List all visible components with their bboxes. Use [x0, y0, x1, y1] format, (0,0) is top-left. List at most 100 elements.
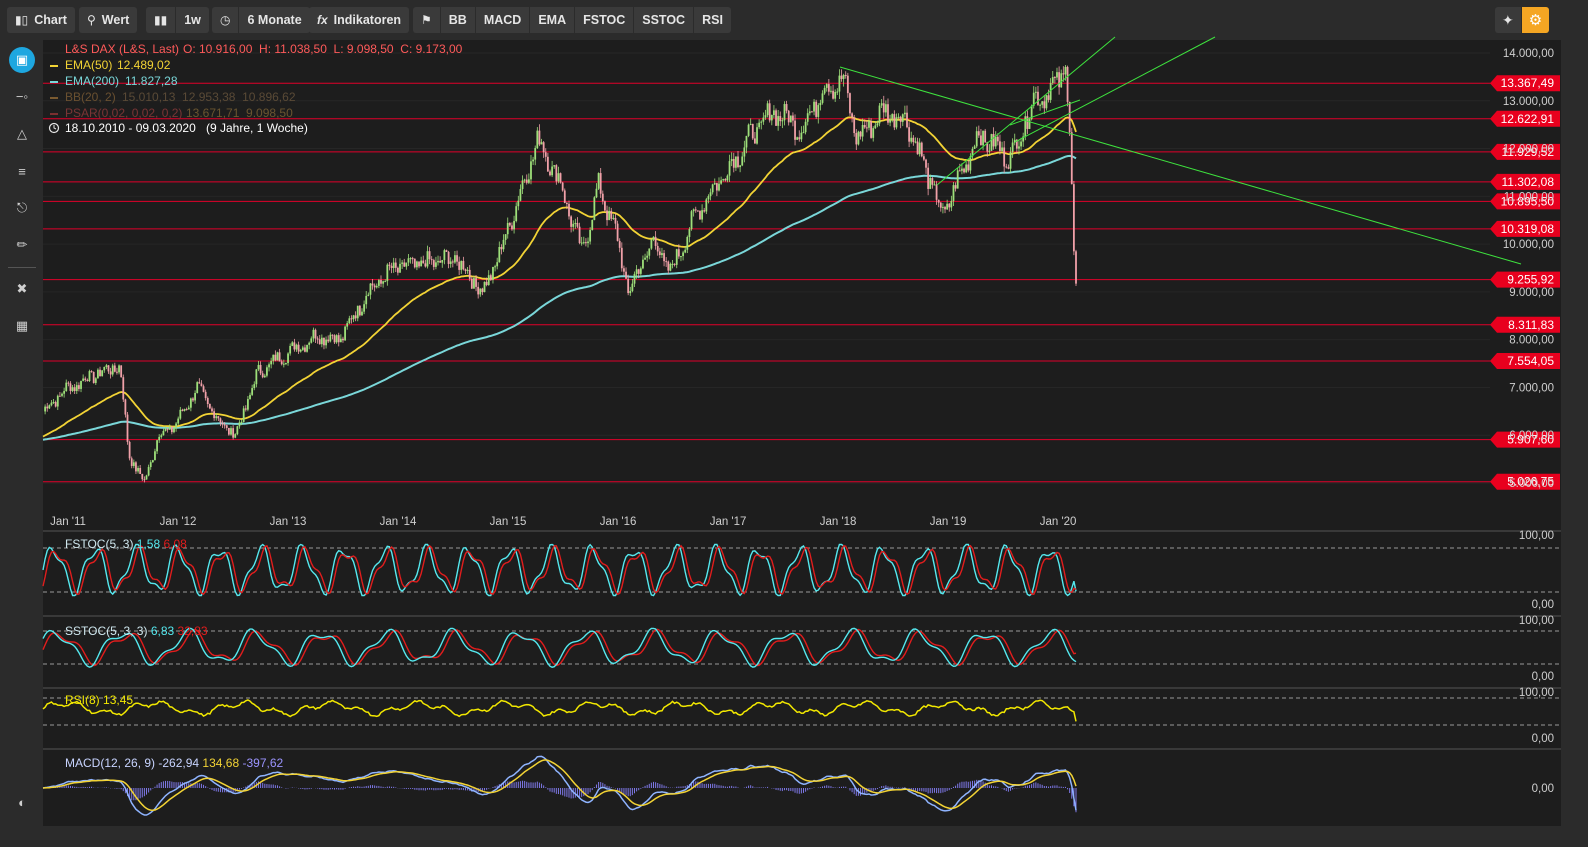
candle-body	[52, 402, 55, 404]
candle-body	[525, 179, 528, 183]
range-clock-button[interactable]: ◷	[212, 7, 238, 33]
candle-body	[819, 102, 822, 106]
draw-tool-icon[interactable]: ✏	[16, 237, 28, 252]
bb-swatch	[50, 97, 58, 99]
candle-body	[616, 223, 619, 241]
price-tick-label: 13.000,00	[1503, 96, 1554, 108]
candle-body	[532, 159, 534, 162]
candle-body	[124, 399, 127, 415]
candle-body	[333, 335, 336, 343]
candle-body	[105, 365, 108, 367]
candle-body	[665, 261, 668, 263]
psar-label[interactable]: PSAR(0,02, 0,02, 0,2)	[65, 106, 182, 120]
candle-body	[192, 398, 194, 401]
quick-indicator-macd[interactable]: MACD	[474, 7, 530, 33]
candle-body	[380, 280, 382, 284]
settings-button[interactable]: ⚙	[1520, 7, 1550, 33]
candle-body	[285, 363, 287, 365]
candle-body	[120, 365, 123, 378]
quick-indicator-rsi[interactable]: RSI	[693, 7, 731, 33]
fstoc-panel-top-label: 100,00	[1519, 530, 1554, 542]
candle-body	[458, 261, 461, 270]
fstoc-d-line	[42, 544, 1077, 596]
candle-body	[768, 103, 771, 121]
crosshair-button[interactable]: ✦	[1495, 7, 1521, 33]
trend-lines	[839, 36, 1522, 265]
level-label: 11.929,52	[1502, 145, 1555, 159]
candle-body	[54, 402, 57, 407]
bb-label[interactable]: BB(20, 2)	[65, 90, 116, 104]
candle-body	[627, 278, 630, 294]
candle-body	[1045, 95, 1048, 109]
calculator-icon[interactable]: ▦	[15, 318, 29, 333]
sstoc-legend: SSTOC(5, 3, 3) 6,83 32,83	[65, 624, 208, 638]
chart-type-icon[interactable]: ▣	[9, 47, 35, 73]
chart-button[interactable]: ▮▯ Chart	[7, 7, 75, 33]
candle-body	[893, 114, 896, 128]
bookmark-button[interactable]: ⚑	[413, 7, 440, 33]
line-tool-icon[interactable]: −◦	[15, 88, 29, 104]
candle-body	[75, 385, 78, 392]
candle-body	[170, 426, 173, 433]
ema50-label[interactable]: EMA(50)	[65, 58, 112, 72]
price-tick-label: 5.000,00	[1509, 478, 1554, 490]
candle-body	[122, 377, 125, 400]
candle-body	[352, 315, 355, 320]
candle-body	[804, 121, 807, 133]
trend-line	[1014, 36, 1216, 143]
candle-body	[82, 378, 85, 381]
contrast-icon[interactable]: ◐	[18, 794, 26, 810]
candle-body	[846, 75, 849, 94]
candle-body	[671, 263, 674, 265]
candle-body	[289, 345, 292, 354]
candle-body	[559, 173, 562, 183]
candle-body	[126, 414, 129, 442]
triangle-tool-icon[interactable]: △	[17, 126, 27, 141]
candle-body	[815, 101, 818, 117]
psar-swatch	[50, 113, 58, 115]
interval-type-button[interactable]: ▮▮	[146, 7, 175, 33]
candle-body	[969, 156, 972, 171]
tools-icon[interactable]: ✖	[16, 281, 28, 296]
ema200-label[interactable]: EMA(200)	[65, 74, 119, 88]
candle-body	[872, 128, 875, 138]
grid	[43, 52, 1490, 484]
candle-body	[1026, 116, 1029, 129]
sparkle-icon: ✦	[1502, 11, 1514, 28]
ema200-line	[42, 154, 1077, 441]
wert-button[interactable]: ⚲ Wert	[79, 7, 137, 33]
candle-body	[853, 117, 856, 134]
candle-body	[656, 245, 659, 252]
interval-button[interactable]: 1w	[175, 7, 209, 33]
text-tool-icon[interactable]: ⎋	[16, 200, 28, 215]
candle-body	[703, 210, 706, 212]
candle-body	[259, 364, 262, 374]
candle-body	[151, 460, 154, 463]
candle-body	[363, 304, 365, 312]
quick-indicator-ema[interactable]: EMA	[529, 7, 574, 33]
range-button[interactable]: 6 Monate	[238, 7, 309, 33]
fibonacci-tool-icon[interactable]: ≡	[18, 163, 26, 179]
candle-body	[950, 201, 953, 208]
candle-body	[777, 116, 780, 126]
candle-body	[403, 262, 406, 267]
candle-body	[437, 260, 439, 263]
candle-body	[874, 125, 877, 129]
candle-body	[608, 210, 611, 221]
quick-indicator-sstoc[interactable]: SSTOC	[633, 7, 693, 33]
candle-body	[901, 114, 904, 122]
candle-body	[787, 110, 790, 123]
candle-body	[411, 258, 414, 260]
candle-body	[375, 285, 378, 288]
candle-body	[365, 295, 368, 305]
quick-indicator-fstoc[interactable]: FSTOC	[574, 7, 633, 33]
candle-body	[652, 236, 655, 240]
candle-body	[779, 116, 782, 122]
candle-body	[542, 142, 545, 153]
interval-button-label: 1w	[184, 13, 201, 27]
indicators-button[interactable]: fx Indikatoren	[309, 7, 409, 33]
candle-body	[468, 269, 471, 279]
candle-body	[1062, 73, 1065, 75]
quick-indicator-bb[interactable]: BB	[439, 7, 475, 33]
